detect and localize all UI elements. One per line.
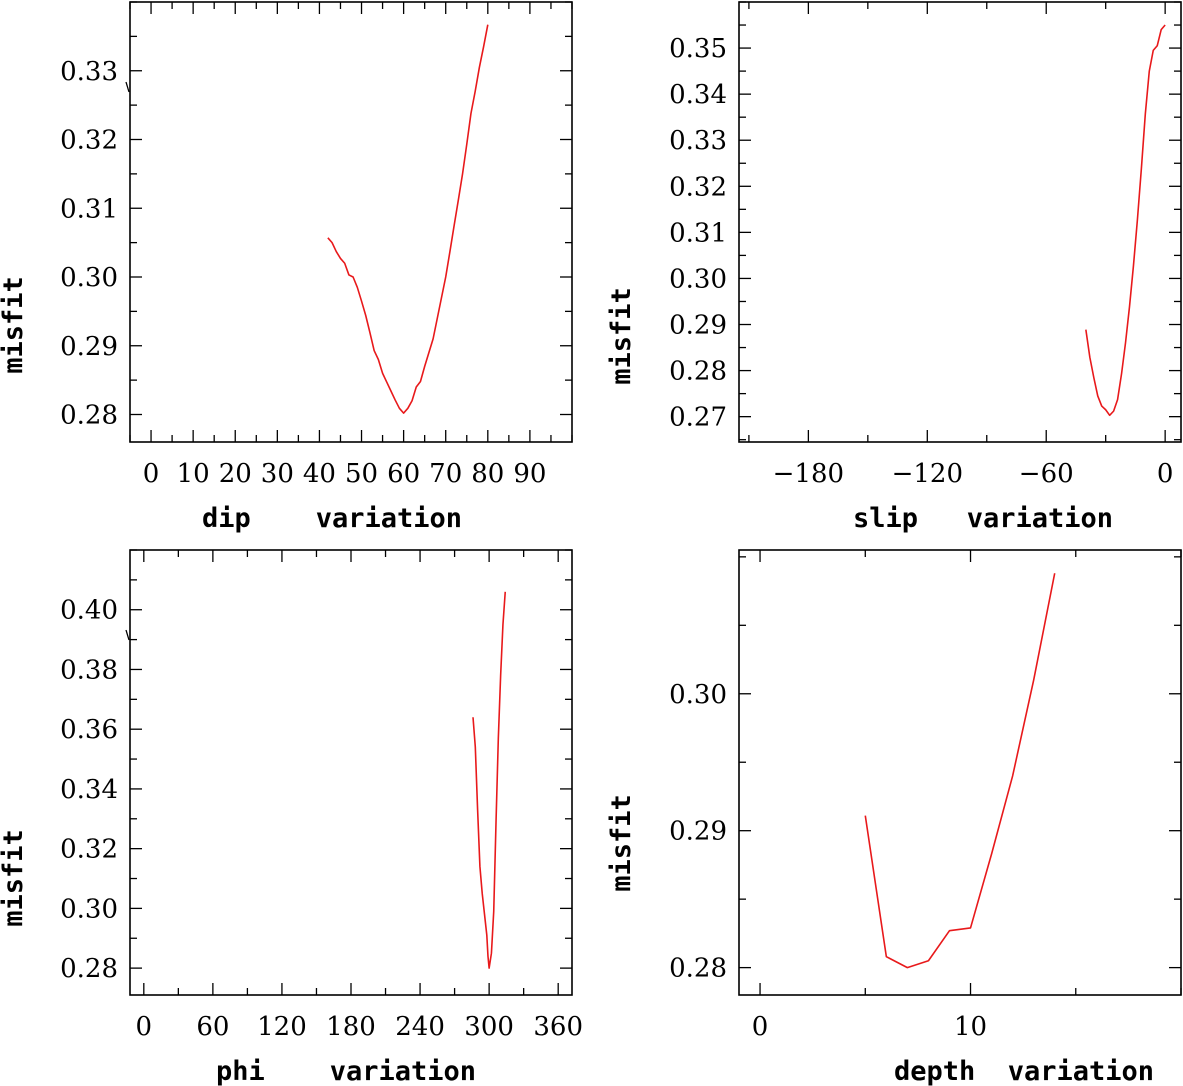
depth-chart: 0.28 0.29 0.30 0 10 depth variation misfit (606, 549, 1182, 1086)
slip-y-tick-label: 0.32 (669, 172, 727, 202)
slip-x-tick-label: −60 (1019, 459, 1074, 489)
slip-misfit-line (1085, 24, 1166, 417)
dip-y-tick-label: 0.31 (60, 194, 118, 224)
dip-chart: 0.28 0.29 0.30 0.31 0.32 0.33 0 10 20 30 40 50 60 70 8… (0, 1, 573, 534)
dip-plot-frame (129, 1, 573, 443)
dip-x-tick-label: 70 (429, 459, 462, 489)
slip-y-tick-label: 0.30 (669, 264, 727, 294)
dip-x-tick-label: 20 (219, 459, 252, 489)
dip-y-tick-label: 0.30 (60, 263, 118, 293)
dip-x-axis-label: dip variation (202, 503, 462, 534)
phi-chart: 0.28 0.30 0.32 0.34 0.36 0.38 0.40 0 60 120 180 240… (0, 549, 583, 1086)
phi-edge-mark (125, 629, 130, 641)
dip-x-tick-label: 30 (261, 459, 294, 489)
dip-y-tick-label: 0.28 (60, 401, 118, 431)
dip-x-tick-label: 50 (345, 459, 378, 489)
phi-y-axis-label: misfit (0, 829, 29, 927)
phi-misfit-line (472, 591, 507, 969)
slip-y-axis-label: misfit (606, 287, 637, 385)
phi-y-tick-label: 0.38 (60, 655, 118, 685)
phi-x-axis-label: phi variation (216, 1056, 476, 1086)
dip-x-tick-label: 80 (471, 459, 504, 489)
slip-x-tick-label: −180 (773, 459, 844, 489)
phi-y-tick-label: 0.34 (60, 775, 118, 805)
phi-y-tick-label: 0.30 (60, 894, 118, 924)
dip-y-tick-label: 0.33 (60, 57, 118, 87)
phi-y-tick-label: 0.32 (60, 835, 118, 865)
dip-x-tick-label: 60 (387, 459, 420, 489)
phi-plot-frame (129, 549, 573, 996)
slip-x-axis-label: slip variation (853, 503, 1113, 534)
depth-y-axis-label: misfit (606, 794, 637, 892)
depth-x-tick-label: 0 (752, 1012, 769, 1042)
dip-x-tick-label: 90 (513, 459, 546, 489)
slip-y-tick-label: 0.35 (669, 34, 727, 64)
slip-y-tick-label: 0.34 (669, 80, 727, 110)
slip-x-tick-label: −120 (892, 459, 963, 489)
phi-x-tick-label: 60 (196, 1012, 229, 1042)
phi-y-tick-label: 0.36 (60, 715, 118, 745)
phi-x-tick-label: 0 (136, 1012, 153, 1042)
depth-misfit-line (864, 573, 1056, 969)
slip-y-tick-label: 0.27 (669, 403, 727, 433)
dip-x-tick-label: 10 (177, 459, 210, 489)
slip-plot-frame (738, 1, 1182, 443)
slip-chart: 0.27 0.28 0.29 0.30 0.31 0.32 0.33 0.34 0.35 −180… (606, 1, 1182, 534)
depth-plot-frame (738, 549, 1182, 996)
dip-y-tick-label: 0.29 (60, 332, 118, 362)
depth-y-tick-label: 0.28 (669, 954, 727, 984)
depth-x-tick-label: 10 (954, 1012, 987, 1042)
depth-y-tick-label: 0.29 (669, 817, 727, 847)
phi-y-tick-label: 0.28 (60, 954, 118, 984)
phi-x-tick-label: 360 (533, 1012, 583, 1042)
dip-y-tick-label: 0.32 (60, 126, 118, 156)
slip-y-tick-label: 0.29 (669, 311, 727, 341)
dip-edge-mark (125, 81, 130, 93)
dip-x-tick-label: 40 (303, 459, 336, 489)
depth-y-tick-label: 0.30 (669, 680, 727, 710)
slip-y-tick-label: 0.31 (669, 218, 727, 248)
depth-x-axis-label: depth variation (894, 1056, 1154, 1086)
phi-x-tick-label: 240 (395, 1012, 445, 1042)
phi-x-tick-label: 300 (464, 1012, 514, 1042)
phi-x-tick-label: 120 (257, 1012, 307, 1042)
dip-y-axis-label: misfit (0, 276, 29, 374)
dip-x-tick-label: 0 (143, 459, 160, 489)
phi-y-tick-label: 0.40 (60, 596, 118, 626)
slip-x-tick-label: 0 (1157, 459, 1174, 489)
slip-y-tick-label: 0.33 (669, 126, 727, 156)
slip-y-tick-label: 0.28 (669, 357, 727, 387)
phi-x-tick-label: 180 (326, 1012, 376, 1042)
dip-misfit-line (327, 24, 489, 414)
